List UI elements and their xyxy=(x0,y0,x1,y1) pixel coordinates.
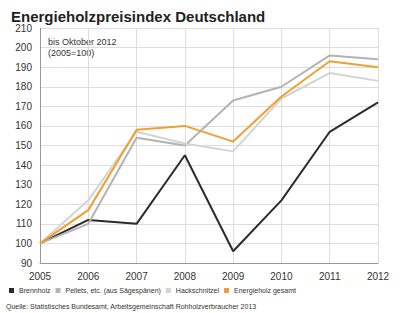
svg-text:(2005=100): (2005=100) xyxy=(48,48,94,58)
svg-text:140: 140 xyxy=(15,160,32,171)
svg-text:Brennholz: Brennholz xyxy=(19,287,51,294)
svg-text:160: 160 xyxy=(15,120,32,131)
svg-text:Energieholzpreisindex Deutschl: Energieholzpreisindex Deutschland xyxy=(11,8,265,25)
svg-text:210: 210 xyxy=(15,22,32,34)
svg-text:Pellets, etc. (aus Sägespänen): Pellets, etc. (aus Sägespänen) xyxy=(66,287,161,295)
svg-text:170: 170 xyxy=(15,101,32,112)
svg-text:200: 200 xyxy=(15,42,32,53)
svg-text:90: 90 xyxy=(21,258,33,269)
svg-text:bis Oktober 2012: bis Oktober 2012 xyxy=(48,37,117,47)
svg-text:2012: 2012 xyxy=(367,271,390,282)
svg-text:2007: 2007 xyxy=(125,271,148,282)
svg-text:120: 120 xyxy=(15,199,32,210)
svg-text:Hackschnitzel: Hackschnitzel xyxy=(176,287,220,294)
svg-text:190: 190 xyxy=(15,62,32,73)
svg-text:110: 110 xyxy=(16,218,32,229)
svg-text:2009: 2009 xyxy=(222,271,245,282)
svg-text:130: 130 xyxy=(15,179,32,190)
svg-text:2010: 2010 xyxy=(270,271,293,282)
svg-text:2006: 2006 xyxy=(77,271,100,282)
svg-text:100: 100 xyxy=(15,238,32,249)
svg-text:150: 150 xyxy=(15,140,32,151)
svg-text:180: 180 xyxy=(15,81,32,92)
svg-text:Quelle: Statistisches Bundesam: Quelle: Statistisches Bundesamt, Arbeits… xyxy=(6,303,256,311)
svg-text:2008: 2008 xyxy=(174,271,197,282)
svg-text:2005: 2005 xyxy=(29,271,52,282)
svg-text:2011: 2011 xyxy=(319,271,341,282)
svg-text:Energieholz gesamt: Energieholz gesamt xyxy=(234,287,296,295)
